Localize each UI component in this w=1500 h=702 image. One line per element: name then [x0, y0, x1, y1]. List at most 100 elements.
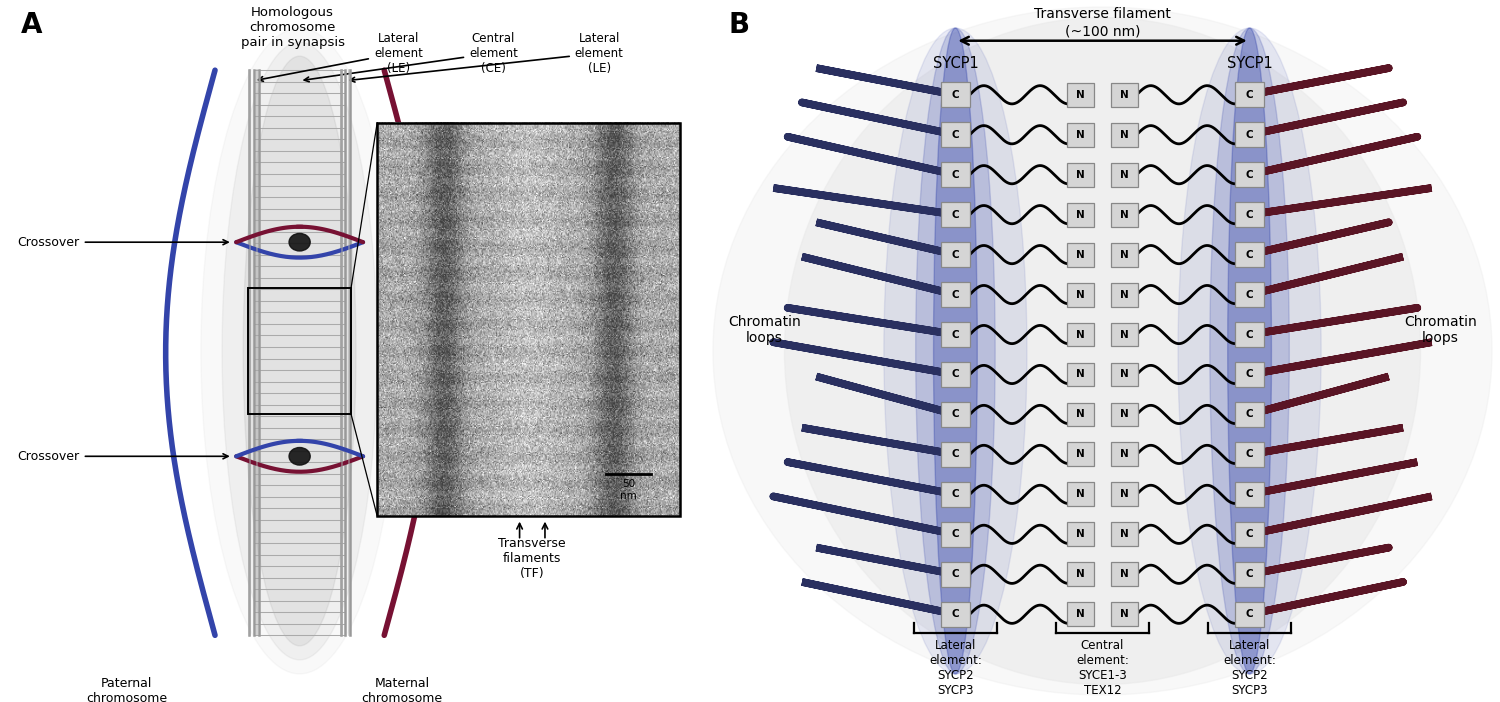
Ellipse shape — [951, 35, 1254, 667]
FancyBboxPatch shape — [1236, 402, 1264, 427]
FancyBboxPatch shape — [940, 522, 969, 547]
FancyBboxPatch shape — [1236, 282, 1264, 307]
Text: N: N — [1076, 529, 1084, 539]
FancyBboxPatch shape — [1066, 243, 1094, 267]
FancyBboxPatch shape — [940, 82, 969, 107]
FancyBboxPatch shape — [1236, 242, 1264, 267]
Text: N: N — [1076, 250, 1084, 260]
FancyBboxPatch shape — [1112, 602, 1138, 626]
FancyBboxPatch shape — [1236, 482, 1264, 507]
Text: N: N — [1076, 90, 1084, 100]
FancyBboxPatch shape — [1236, 122, 1264, 147]
FancyBboxPatch shape — [940, 122, 969, 147]
Text: C: C — [1246, 210, 1254, 220]
FancyBboxPatch shape — [1236, 602, 1264, 627]
FancyBboxPatch shape — [1236, 522, 1264, 547]
Text: N: N — [1076, 289, 1084, 300]
Text: C: C — [951, 329, 958, 340]
Text: Lateral
element
(LE): Lateral element (LE) — [350, 32, 624, 82]
Text: C: C — [951, 369, 958, 380]
Ellipse shape — [915, 28, 995, 674]
FancyBboxPatch shape — [1112, 283, 1138, 307]
FancyBboxPatch shape — [940, 322, 969, 347]
Ellipse shape — [712, 7, 1492, 695]
Text: N: N — [1120, 210, 1130, 220]
Text: C: C — [1246, 130, 1254, 140]
Text: C: C — [951, 170, 958, 180]
Text: (~100 nm): (~100 nm) — [1065, 25, 1140, 39]
Text: Crossover: Crossover — [18, 450, 228, 463]
FancyBboxPatch shape — [1112, 362, 1138, 386]
FancyBboxPatch shape — [940, 242, 969, 267]
Text: C: C — [1246, 369, 1254, 380]
FancyBboxPatch shape — [1112, 203, 1138, 227]
FancyBboxPatch shape — [940, 602, 969, 627]
Text: N: N — [1120, 369, 1130, 380]
Text: Maternal
chromosome: Maternal chromosome — [362, 677, 442, 702]
Text: N: N — [1120, 250, 1130, 260]
Ellipse shape — [784, 18, 1420, 684]
Text: N: N — [1076, 130, 1084, 140]
FancyBboxPatch shape — [1112, 323, 1138, 347]
Text: C: C — [1246, 609, 1254, 619]
FancyBboxPatch shape — [1112, 482, 1138, 506]
Text: C: C — [1246, 529, 1254, 539]
FancyBboxPatch shape — [1112, 123, 1138, 147]
Text: C: C — [951, 409, 958, 420]
FancyBboxPatch shape — [1112, 442, 1138, 466]
Text: Chromatin
loops: Chromatin loops — [1404, 314, 1476, 345]
FancyBboxPatch shape — [1066, 362, 1094, 386]
Text: C: C — [951, 289, 958, 300]
FancyBboxPatch shape — [1236, 322, 1264, 347]
Text: N: N — [1076, 210, 1084, 220]
FancyBboxPatch shape — [940, 402, 969, 427]
FancyBboxPatch shape — [1066, 442, 1094, 466]
Text: N: N — [1120, 329, 1130, 340]
Ellipse shape — [1210, 28, 1290, 674]
Text: N: N — [1120, 130, 1130, 140]
Text: Chromatin
loops: Chromatin loops — [729, 314, 801, 345]
Text: N: N — [1076, 449, 1084, 459]
FancyBboxPatch shape — [1066, 562, 1094, 586]
Text: C: C — [1246, 569, 1254, 579]
Text: N: N — [1076, 569, 1084, 579]
Text: N: N — [1120, 569, 1130, 579]
Text: N: N — [1120, 489, 1130, 499]
Text: N: N — [1076, 609, 1084, 619]
Text: N: N — [1120, 529, 1130, 539]
FancyBboxPatch shape — [1236, 562, 1264, 587]
FancyBboxPatch shape — [1066, 323, 1094, 347]
Text: C: C — [951, 489, 958, 499]
Text: Lateral
element:
SYCP2
SYCP3: Lateral element: SYCP2 SYCP3 — [928, 639, 982, 697]
Text: C: C — [951, 130, 958, 140]
Ellipse shape — [1178, 28, 1322, 674]
Text: Lateral
element
(LE): Lateral element (LE) — [258, 32, 423, 81]
Text: C: C — [951, 449, 958, 459]
Ellipse shape — [992, 53, 1214, 649]
FancyBboxPatch shape — [940, 442, 969, 467]
FancyBboxPatch shape — [1112, 402, 1138, 426]
Text: N: N — [1120, 170, 1130, 180]
Text: Crossover: Crossover — [18, 236, 228, 249]
Text: SYCP1: SYCP1 — [1227, 56, 1272, 71]
Text: N: N — [1076, 409, 1084, 420]
FancyBboxPatch shape — [1066, 163, 1094, 187]
FancyBboxPatch shape — [1112, 163, 1138, 187]
FancyBboxPatch shape — [1066, 123, 1094, 147]
FancyBboxPatch shape — [940, 202, 969, 227]
Text: Homologous
chromosome
pair in synapsis: Homologous chromosome pair in synapsis — [240, 6, 345, 48]
Text: Paternal
chromosome: Paternal chromosome — [87, 677, 168, 702]
Ellipse shape — [933, 28, 978, 674]
Text: A: A — [21, 11, 42, 39]
FancyBboxPatch shape — [1066, 402, 1094, 426]
Text: N: N — [1076, 329, 1084, 340]
Ellipse shape — [222, 42, 376, 660]
Text: Transverse filament: Transverse filament — [1034, 7, 1172, 21]
Ellipse shape — [201, 28, 399, 674]
Text: C: C — [951, 250, 958, 260]
FancyBboxPatch shape — [1066, 602, 1094, 626]
Text: N: N — [1120, 289, 1130, 300]
FancyBboxPatch shape — [1112, 243, 1138, 267]
Ellipse shape — [243, 56, 356, 646]
FancyBboxPatch shape — [1066, 203, 1094, 227]
